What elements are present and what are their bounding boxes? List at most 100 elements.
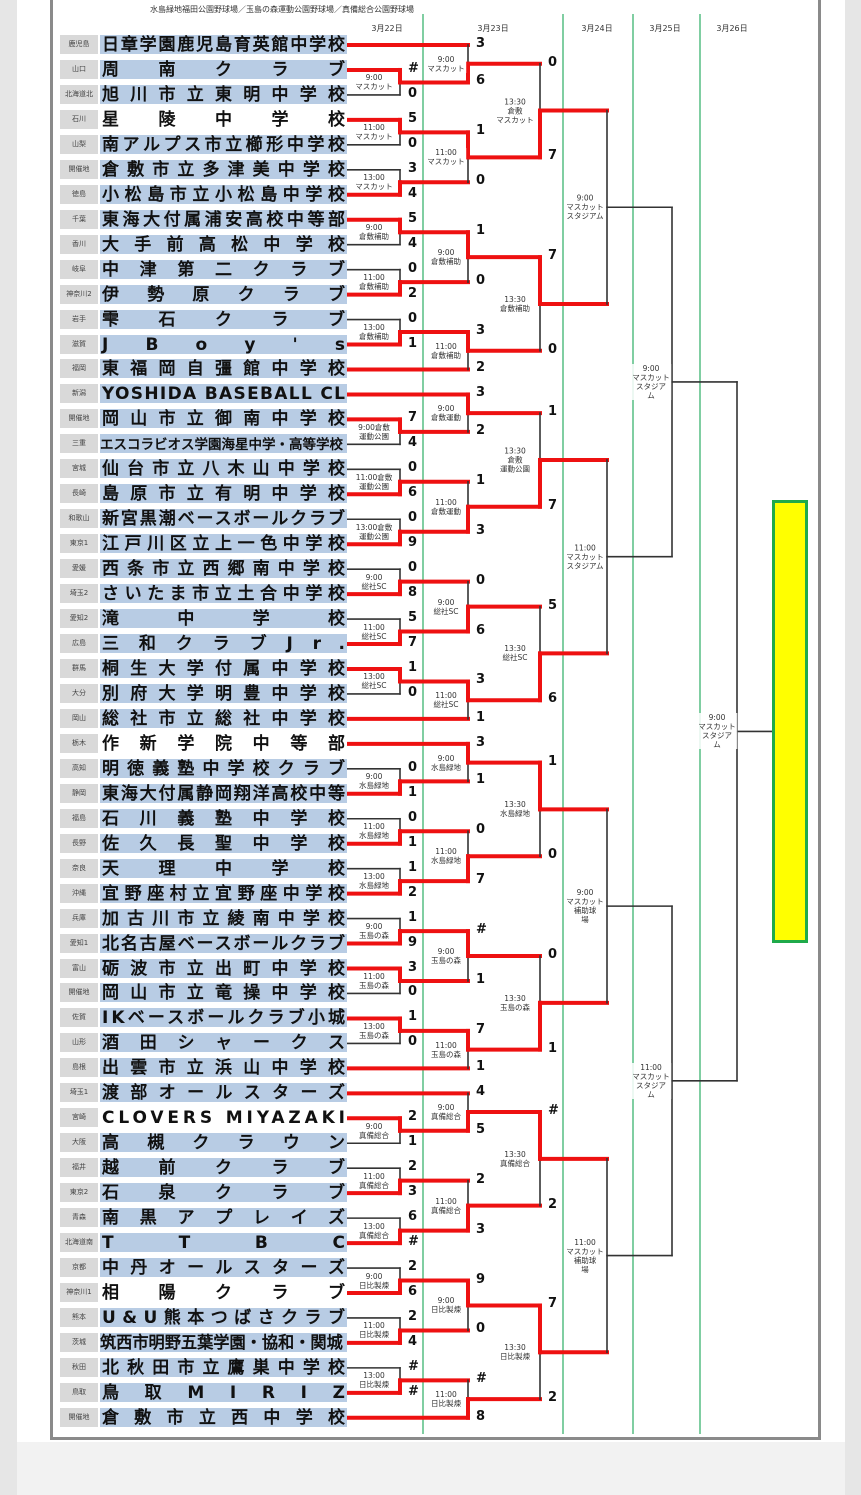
score: 1 bbox=[476, 472, 486, 488]
prefecture-label: 宮崎 bbox=[60, 1108, 98, 1128]
prefecture-label: 開催地 bbox=[60, 983, 98, 1003]
team-name: 仙台市立八木山中学校 bbox=[102, 459, 347, 479]
team-name-cell: 東海大付属浦安高校中等部 bbox=[100, 209, 347, 229]
prefecture-label: 開催地 bbox=[60, 159, 98, 179]
prefecture-label: 香川 bbox=[60, 234, 98, 254]
score: 7 bbox=[548, 497, 558, 513]
score: 0 bbox=[408, 135, 418, 151]
score: 0 bbox=[408, 1034, 418, 1050]
round1-venue-label: 11:00 マスカット bbox=[354, 123, 394, 142]
prefecture-label: 北海道北 bbox=[60, 84, 98, 104]
score: 6 bbox=[476, 73, 486, 89]
score: 8 bbox=[476, 1408, 486, 1424]
score: # bbox=[476, 1371, 487, 1387]
team-name: 桐生大学付属中学校 bbox=[102, 659, 347, 679]
round2-venue-label: 11:00 水島緑地 bbox=[430, 847, 462, 866]
prefecture-label: 岡山 bbox=[60, 708, 98, 728]
team-name-cell: 江戸川区立上一色中学校 bbox=[100, 534, 347, 554]
prefecture-label: 開催地 bbox=[60, 409, 98, 429]
team-name: 佐久長聖中学校 bbox=[102, 833, 347, 853]
round1-venue-label: 9:00 総社SC bbox=[360, 572, 388, 591]
team-name-cell: 鳥取MIRIZ bbox=[100, 1382, 347, 1402]
score: 0 bbox=[476, 1321, 486, 1337]
score: # bbox=[548, 1103, 559, 1119]
round2-venue-label: 9:00 倉敷運動 bbox=[430, 404, 462, 423]
team-name: 東海大付属浦安高校中等部 bbox=[102, 209, 347, 229]
score: 5 bbox=[476, 1121, 486, 1137]
team-name: 宜野座村立宜野座中学校 bbox=[102, 883, 347, 903]
score: 1 bbox=[476, 1059, 486, 1075]
champion-box bbox=[772, 500, 808, 943]
round2-venue-label: 9:00 玉島の森 bbox=[430, 947, 462, 966]
round1-venue-label: 9:00倉敷 運動公園 bbox=[357, 422, 391, 441]
score: 3 bbox=[408, 959, 418, 975]
score: 6 bbox=[408, 1209, 418, 1225]
score: 1 bbox=[476, 772, 486, 788]
team-name: 東海大付属静岡翔洋高校中等 bbox=[102, 783, 347, 803]
score: 4 bbox=[476, 1084, 486, 1100]
prefecture-label: 三重 bbox=[60, 434, 98, 454]
team-name: 石川義塾中学校 bbox=[102, 808, 347, 828]
score: # bbox=[408, 1383, 419, 1399]
team-name-cell: 加古川市立綾南中学校 bbox=[100, 908, 347, 928]
score: 4 bbox=[408, 185, 418, 201]
score: 3 bbox=[476, 36, 486, 51]
score: 0 bbox=[408, 684, 418, 700]
team-name-cell: 島原市立有明中学校 bbox=[100, 484, 347, 504]
round2-venue-label: 9:00 水島緑地 bbox=[430, 753, 462, 772]
score: 3 bbox=[476, 734, 486, 750]
score: 0 bbox=[548, 947, 558, 963]
team-name-cell: 大手前高松中学校 bbox=[100, 234, 347, 254]
team-name: CLOVERS MIYAZAKI bbox=[102, 1108, 347, 1128]
page-bottom-margin bbox=[17, 1442, 845, 1495]
team-name-cell: 南黒アプレイズ bbox=[100, 1208, 347, 1228]
team-name-cell: 越前クラブ bbox=[100, 1158, 347, 1178]
score: 3 bbox=[476, 522, 486, 538]
team-name: 新宮黒潮ベースボールクラブ bbox=[102, 509, 347, 529]
date-header: 3月24日 bbox=[581, 24, 613, 33]
score: 6 bbox=[476, 622, 486, 638]
score: # bbox=[408, 1358, 419, 1374]
team-name-cell: 佐久長聖中学校 bbox=[100, 833, 347, 853]
score: 7 bbox=[476, 872, 486, 888]
prefecture-label: 茨城 bbox=[60, 1332, 98, 1352]
team-name: 倉敷市立多津美中学校 bbox=[102, 159, 347, 179]
team-name: 出雲市立浜山中学校 bbox=[102, 1058, 347, 1078]
team-name-cell: CLOVERS MIYAZAKI bbox=[100, 1108, 347, 1128]
team-name-cell: 新宮黒潮ベースボールクラブ bbox=[100, 509, 347, 529]
score: # bbox=[408, 1234, 419, 1250]
round1-venue-label: 11:00 玉島の森 bbox=[358, 972, 390, 990]
score: 1 bbox=[476, 223, 486, 239]
team-name-cell: JBoy's bbox=[100, 334, 347, 354]
prefecture-label: 兵庫 bbox=[60, 908, 98, 928]
team-name-cell: 石川義塾中学校 bbox=[100, 808, 347, 828]
score: 5 bbox=[408, 610, 418, 626]
score: 7 bbox=[408, 635, 418, 651]
score: 5 bbox=[408, 210, 418, 226]
team-name: IKベースボールクラブ小城 bbox=[102, 1008, 347, 1028]
prefecture-label: 山形 bbox=[60, 1033, 98, 1053]
score: 0 bbox=[408, 759, 418, 775]
team-name: 北名古屋ベースボールクラブ bbox=[102, 933, 347, 953]
round2-venue-label: 11:00 真備総合 bbox=[430, 1196, 462, 1215]
prefecture-label: 富山 bbox=[60, 958, 98, 978]
score: 0 bbox=[408, 984, 418, 1000]
semifinal-venue-label: 11:00 マスカット スタジア ム bbox=[631, 1062, 671, 1099]
team-name-cell: 北秋田市立鷹巣中学校 bbox=[100, 1357, 347, 1377]
team-name: 伊勢原クラブ bbox=[102, 284, 347, 304]
score: 0 bbox=[408, 85, 418, 101]
team-name-cell: さいたま市立土合中学校 bbox=[100, 584, 347, 604]
team-name-cell: 明徳義塾中学校クラブ bbox=[100, 758, 347, 778]
team-name: 中津第二クラブ bbox=[102, 259, 347, 279]
score: 7 bbox=[476, 1021, 486, 1037]
team-name-cell: 旭川市立東明中学校 bbox=[100, 84, 347, 104]
team-name-cell: 総社市立総社中学校 bbox=[100, 708, 347, 728]
team-name: 筑西市明野五葉学園・協和・関城 bbox=[100, 1332, 343, 1352]
team-name-cell: TTBC bbox=[100, 1233, 347, 1253]
round1-venue-label: 13:00 玉島の森 bbox=[358, 1021, 390, 1040]
team-name-cell: YOSHIDA BASEBALL CL bbox=[100, 384, 347, 404]
score: 0 bbox=[548, 341, 558, 357]
team-name-cell: 伊勢原クラブ bbox=[100, 284, 347, 304]
prefecture-label: 栃木 bbox=[60, 733, 98, 753]
